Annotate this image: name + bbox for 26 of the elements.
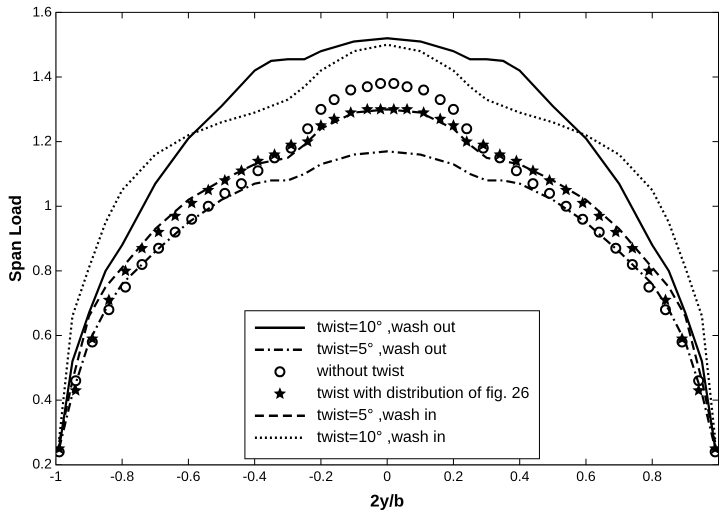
x-tick-label: 0.4 [510,468,530,484]
y-tick-label: 1.4 [32,68,52,84]
legend-label: twist=5° ,wash out [316,341,448,358]
y-tick-label: 0.2 [32,456,52,472]
x-axis-title: 2y/b [370,491,404,510]
x-tick-label: -0.8 [110,468,134,484]
x-tick-label: -0.6 [176,468,201,484]
y-axis-title: Span Load [6,195,25,282]
x-tick-label: -0.2 [308,468,334,484]
y-tick-label: 0.6 [32,326,52,342]
legend-label: twist=10° ,wash out [316,319,456,336]
legend-label: twist=5° ,wash in [316,407,437,424]
y-tick-label: 0.8 [32,262,52,278]
x-tick-label: 0.2 [444,468,464,484]
x-tick-label: 0 [383,468,392,484]
legend-label: without twist [316,363,405,380]
x-tick-label: 0.8 [642,468,662,484]
y-tick-label: 1.2 [32,132,52,149]
y-tick-label: 0.4 [32,391,52,408]
y-tick-label: 1.6 [32,3,52,20]
x-tick-label: 0.6 [576,468,596,484]
legend-label: twist=10° ,wash in [316,429,446,446]
x-tick-label: -1 [50,468,62,484]
x-tick-label: -0.4 [242,468,267,484]
y-tick-label: 1 [44,197,52,214]
legend-label: twist with distribution of fig. 26 [316,385,530,402]
